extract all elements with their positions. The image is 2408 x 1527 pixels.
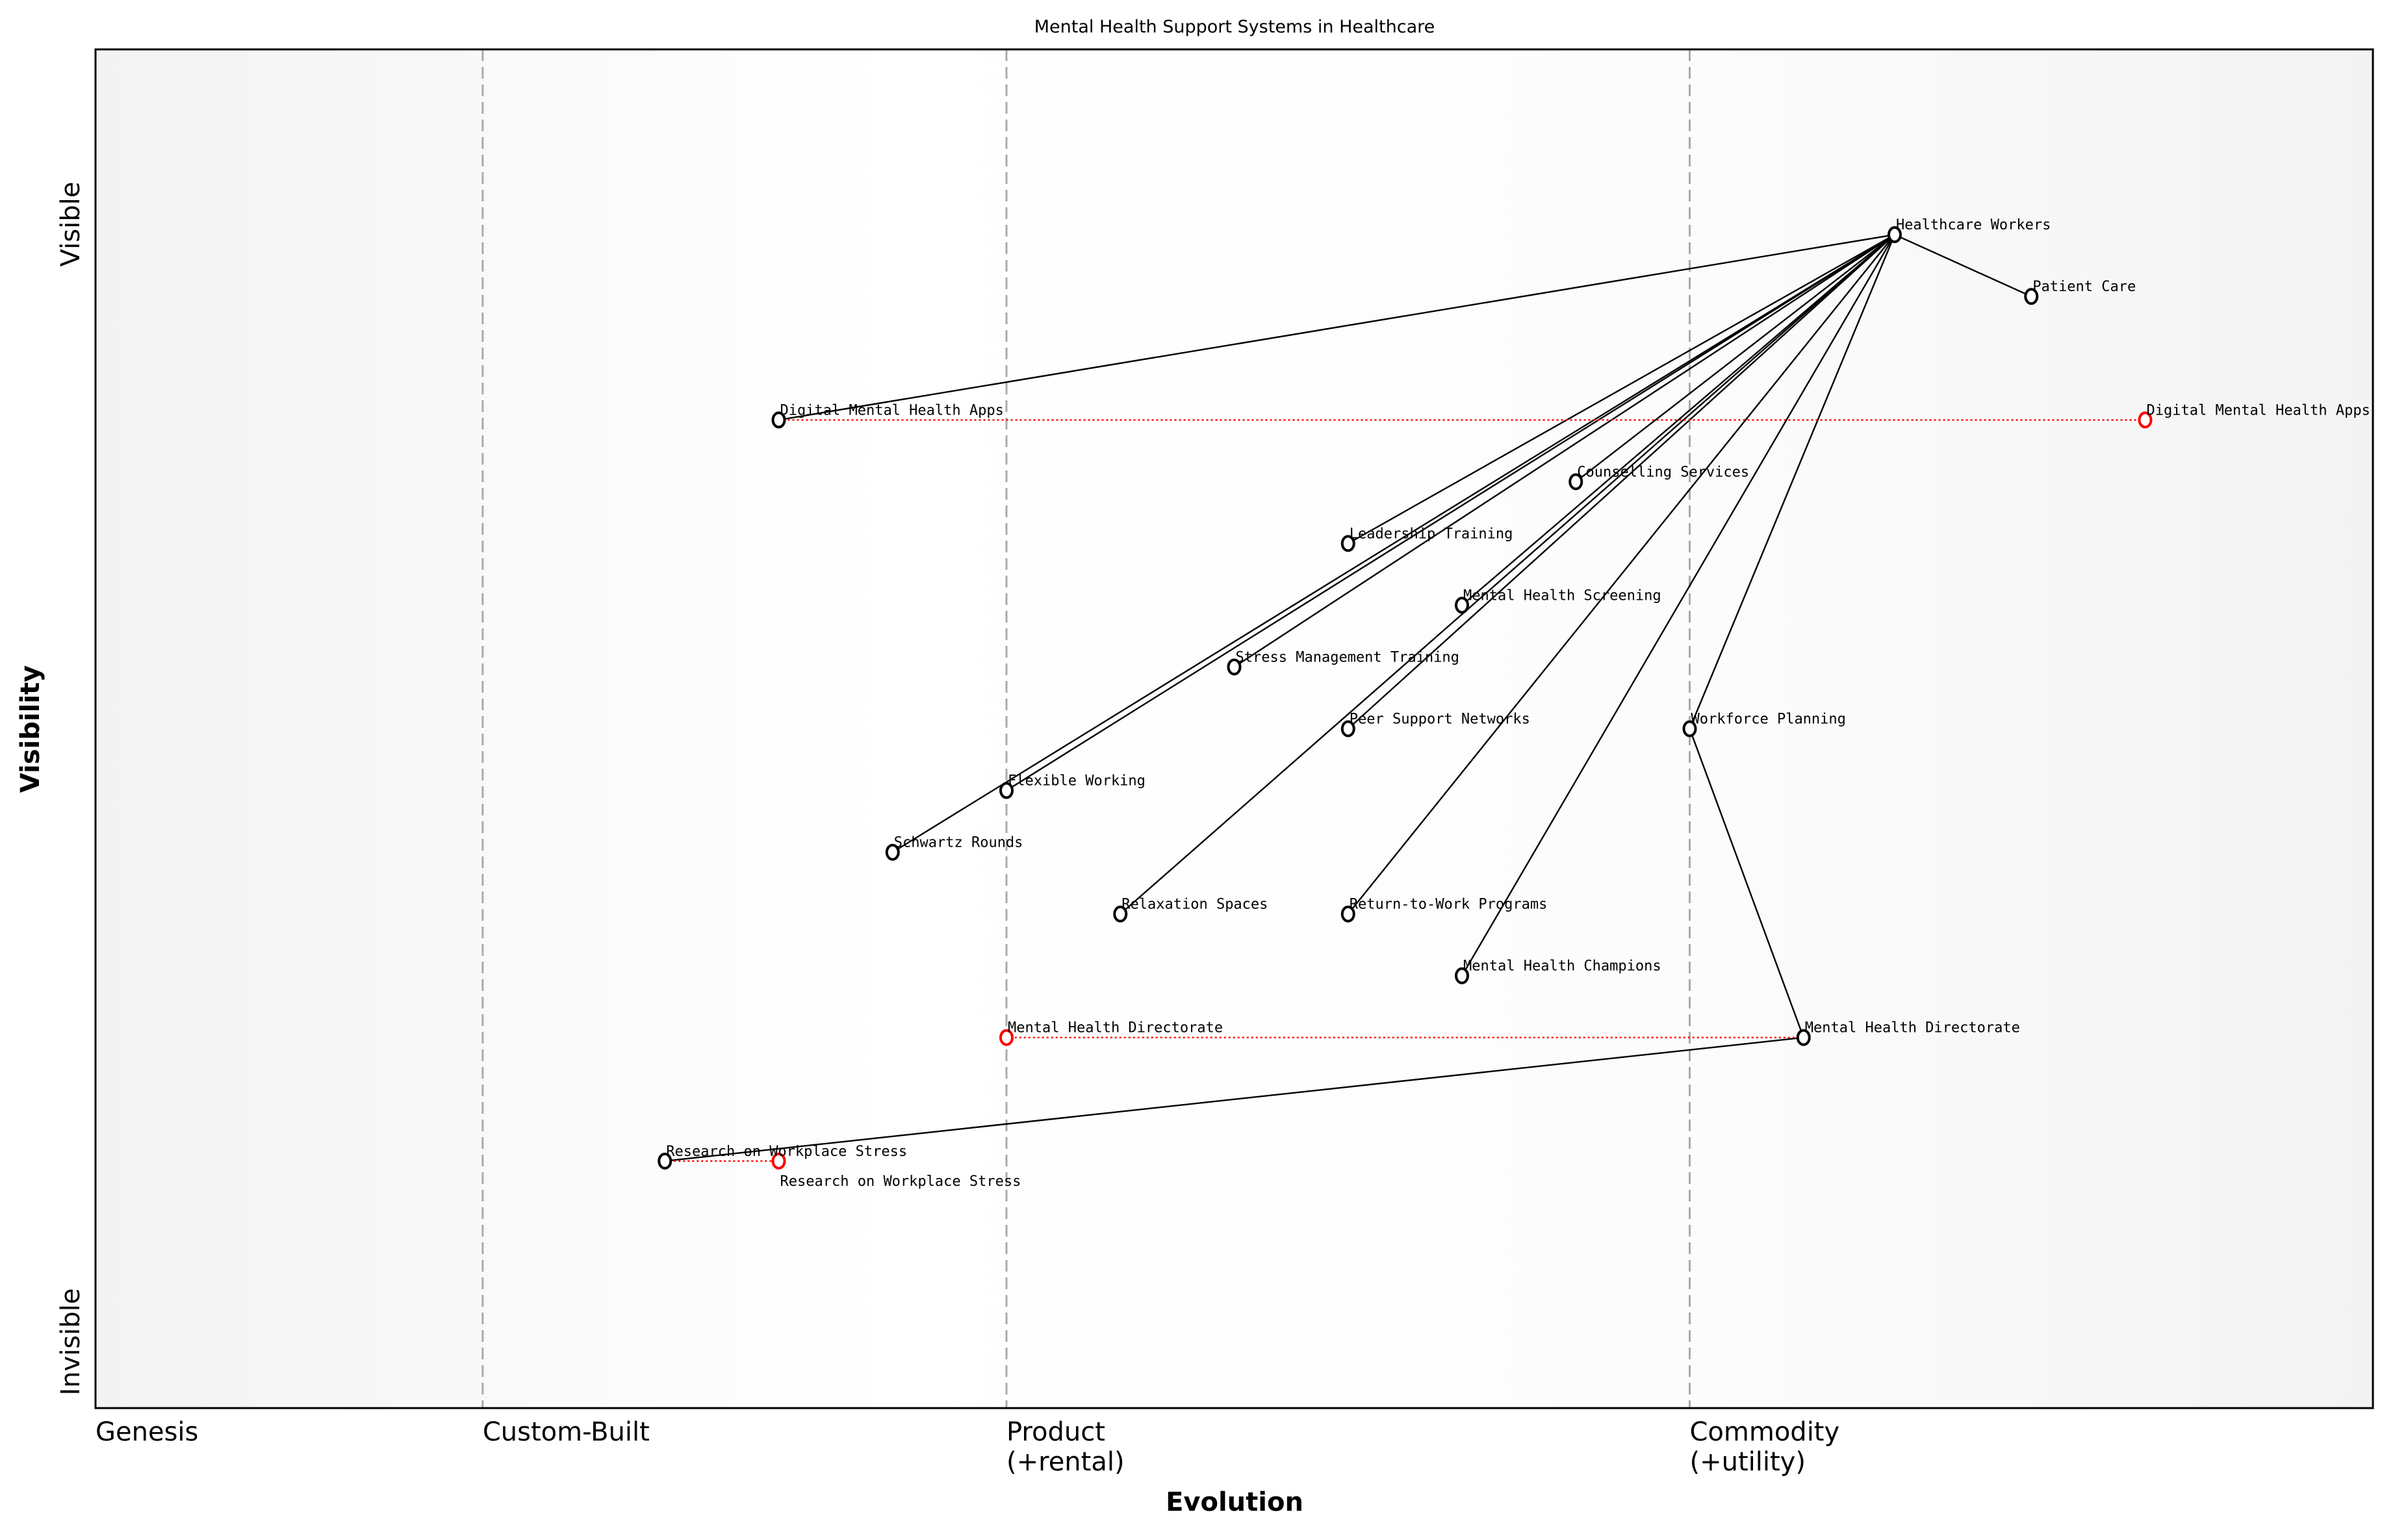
evolved-component-label: Research on Workplace Stress	[780, 1174, 1021, 1190]
component-marker[interactable]	[1227, 658, 1242, 676]
evolved-component-marker[interactable]	[999, 1029, 1014, 1046]
evolved-component-label: Mental Health Directorate	[1008, 1020, 1223, 1036]
component-label: Peer Support Networks	[1350, 712, 1530, 728]
dependency-link	[778, 233, 1895, 421]
component-label: Research on Workplace Stress	[666, 1144, 907, 1160]
evolved-component-label: Digital Mental Health Apps	[2147, 402, 2370, 418]
component-marker[interactable]	[1455, 597, 1469, 614]
x-stage-label: Commodity (+utility)	[1690, 1417, 1840, 1477]
component-label: Relaxation Spaces	[1121, 897, 1268, 913]
dependency-link	[1348, 234, 1895, 545]
component-marker[interactable]	[885, 843, 900, 861]
dependency-link	[1689, 234, 1896, 729]
plot-frame	[94, 48, 2374, 1409]
dependency-link	[1575, 234, 1895, 483]
component-marker[interactable]	[1887, 226, 1902, 244]
component-label: Mental Health Champions	[1463, 958, 1661, 975]
x-stage-label: Custom-Built	[483, 1417, 650, 1447]
component-marker[interactable]	[1569, 473, 1583, 491]
component-marker[interactable]	[1113, 905, 1128, 923]
dependency-link	[1347, 234, 1895, 915]
dependency-link	[665, 1036, 1804, 1162]
y-label-visible: Visible	[56, 182, 86, 267]
dependency-link	[1894, 234, 2032, 298]
component-label: Digital Mental Health Apps	[780, 402, 1004, 418]
component-label: Schwartz Rounds	[894, 835, 1023, 851]
evolved-component-marker[interactable]	[771, 1152, 786, 1170]
dependency-link	[1233, 234, 1895, 668]
component-marker[interactable]	[1682, 720, 1697, 738]
component-label: Healthcare Workers	[1896, 217, 2051, 233]
component-label: Mental Health Screening	[1463, 587, 1661, 604]
y-axis-label: Visibility	[16, 665, 45, 793]
component-marker[interactable]	[999, 782, 1014, 799]
dependency-link	[1689, 728, 1804, 1038]
component-label: Return-to-Work Programs	[1350, 897, 1548, 913]
dependency-link	[892, 234, 1895, 853]
component-marker[interactable]	[2024, 288, 2039, 305]
plot-background	[96, 49, 2373, 1408]
component-label: Workforce Planning	[1691, 712, 1846, 728]
chart-title: Mental Health Support Systems in Healthc…	[1034, 17, 1435, 37]
x-stage-label: Product (+rental)	[1006, 1417, 1125, 1477]
component-marker[interactable]	[771, 411, 786, 429]
component-label: Leadership Training	[1350, 526, 1513, 542]
component-marker[interactable]	[658, 1152, 672, 1170]
component-marker[interactable]	[1340, 535, 1355, 552]
y-label-invisible: Invisible	[56, 1289, 86, 1396]
dependency-link	[1461, 234, 1895, 606]
x-stage-label: Genesis	[96, 1417, 198, 1447]
component-marker[interactable]	[1796, 1029, 1811, 1046]
component-label: Counselling Services	[1577, 464, 1749, 480]
component-label: Patient Care	[2032, 279, 2136, 295]
component-label: Mental Health Directorate	[1805, 1020, 2020, 1036]
component-label: Flexible Working	[1008, 773, 1146, 789]
component-marker[interactable]	[1340, 905, 1355, 923]
component-marker[interactable]	[1340, 720, 1355, 738]
dependency-link	[1120, 234, 1895, 915]
dependency-link	[1461, 234, 1895, 977]
x-axis-label: Evolution	[1166, 1487, 1303, 1517]
component-marker[interactable]	[1455, 967, 1469, 984]
evolved-component-marker[interactable]	[2138, 411, 2153, 429]
component-label: Stress Management Training	[1236, 649, 1459, 665]
dependency-link	[1006, 234, 1895, 791]
dependency-link	[1347, 234, 1895, 730]
